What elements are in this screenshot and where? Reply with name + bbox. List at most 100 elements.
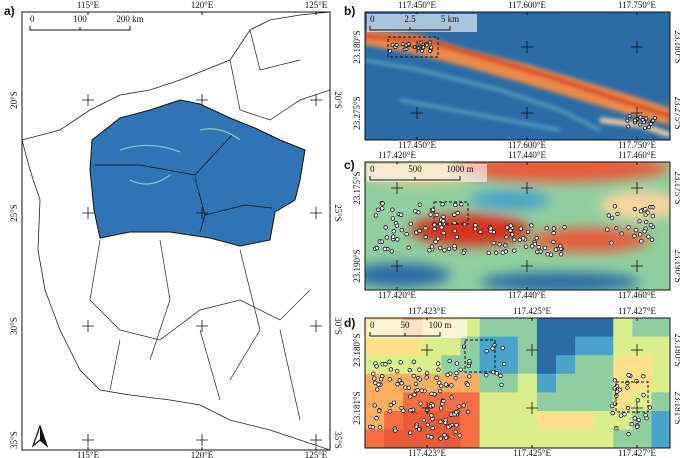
sample-point [610,410,615,416]
raster-cell [403,429,423,448]
raster-cell [498,336,519,356]
panel-label: c) [344,158,355,172]
sample-point [456,404,462,409]
sample-point [508,223,513,228]
sample-point [371,371,376,377]
scale-bar [369,176,461,181]
scale-background [367,14,477,32]
raster-cell [517,429,538,448]
sample-point [461,250,466,255]
sample-point [638,122,643,127]
sample-points [367,40,657,441]
sample-point [434,212,440,218]
raster-cell [403,392,423,412]
sample-point [518,226,523,231]
raster-cell [632,318,652,338]
sample-point [644,116,649,121]
sample-point [417,202,423,207]
sample-point [447,358,452,364]
raster-cell [441,336,461,356]
sample-point [435,236,441,241]
sample-point [453,429,458,435]
sample-point [391,229,397,234]
scale-label: 100 m [429,320,452,330]
right-tick-label: 23.180°S [673,333,680,366]
top-tick-label: 117.440°E [508,150,547,160]
sample-point [388,402,393,408]
raster-cell [594,429,614,448]
sample-point [491,240,497,246]
sample-point [636,417,641,423]
sample-point [622,412,627,417]
sample-point [387,377,393,382]
top-tick-label: 117.423°E [408,306,447,316]
grid-cross [631,41,643,53]
sample-point [503,243,508,248]
sample-point [428,49,433,54]
sample-point [391,400,397,405]
scale-background [367,164,487,182]
sample-point [454,410,459,415]
raster-cell [556,336,576,356]
scale-label: 200 km [116,14,143,24]
sample-point [399,227,405,233]
sample-point [395,237,400,242]
sample-point [542,245,548,251]
sample-point [647,405,653,410]
sample-point [645,210,651,215]
raster-cell [460,411,481,431]
sample-point [443,382,449,387]
sample-point [517,237,522,243]
raster-cell [384,336,404,356]
raster-cell [536,336,557,356]
right-tick-label: 35°S [333,431,343,449]
raster-cell [556,318,576,338]
raster-cell [651,336,670,356]
sample-point [467,359,472,364]
sample-point [458,367,463,372]
north-arrow [31,424,49,448]
bottom-tick-label: 115°E [77,450,100,458]
raster-cell [651,373,670,393]
sample-point [400,42,405,47]
sample-point [411,373,416,379]
sample-point [500,250,505,255]
sample-point [452,243,457,249]
sample-point [551,230,556,236]
sample-point [406,245,411,250]
sample-point [374,364,379,369]
grid-cross [521,107,533,119]
grid-cross [310,207,322,219]
bottom-tick-label: 117.423°E [408,448,447,458]
sample-point [370,425,376,430]
sample-point [606,213,612,218]
sample-point [512,237,517,242]
raster-cell [613,411,633,431]
sample-point [551,239,556,245]
sample-point [372,376,377,381]
sample-point [383,362,388,367]
sample-point [455,210,460,216]
sample-point [441,398,446,404]
sample-point [529,223,534,228]
sample-point [609,240,614,246]
sample-point [534,235,539,241]
sample-point [436,367,441,372]
grid-cross [310,94,322,106]
raster-cell [479,411,500,431]
sample-point [635,424,640,429]
raster-cell [556,373,576,393]
sample-point [472,226,478,232]
sample-point [449,395,454,400]
raster-cell [498,392,519,412]
left-tick-label: 23.180°S [352,30,362,63]
sample-point [446,246,452,251]
sample-point [467,374,472,379]
raster-cell [460,373,481,393]
sample-point [508,228,513,233]
sample-point [490,346,495,351]
raster-cell [575,355,595,375]
bottom-tick-label: 117.750°E [618,140,657,150]
sample-point [449,383,454,388]
sample-point [548,252,554,257]
